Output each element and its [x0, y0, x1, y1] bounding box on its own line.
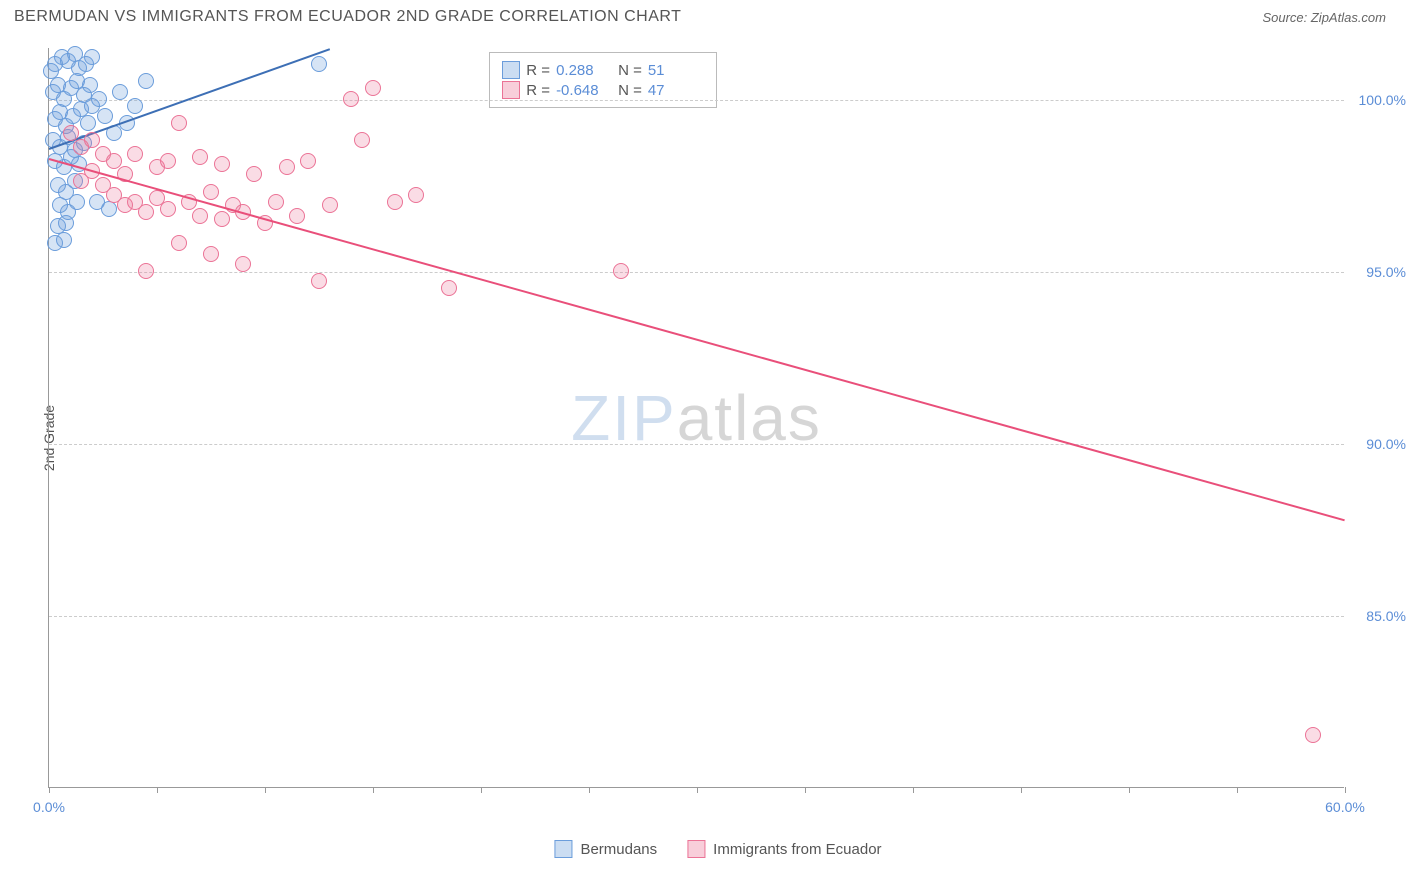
data-point	[387, 194, 403, 210]
data-point	[300, 153, 316, 169]
legend-label: Immigrants from Ecuador	[713, 841, 881, 858]
data-point	[73, 173, 89, 189]
legend-n-label: N =	[618, 62, 642, 79]
data-point	[203, 246, 219, 262]
y-tick-label: 90.0%	[1366, 436, 1406, 452]
legend-swatch	[687, 840, 705, 858]
source-attribution: Source: ZipAtlas.com	[1262, 10, 1386, 25]
x-tick	[589, 787, 590, 793]
data-point	[289, 208, 305, 224]
legend-item: Bermudans	[554, 840, 657, 858]
data-point	[160, 201, 176, 217]
gridline	[49, 272, 1344, 273]
data-point	[365, 80, 381, 96]
legend-item: Immigrants from Ecuador	[687, 840, 881, 858]
x-tick	[49, 787, 50, 793]
x-tick-label: 60.0%	[1325, 799, 1365, 815]
data-point	[97, 108, 113, 124]
legend-swatch	[554, 840, 572, 858]
data-point	[127, 146, 143, 162]
data-point	[69, 194, 85, 210]
data-point	[322, 197, 338, 213]
data-point	[84, 132, 100, 148]
legend-n-value: 51	[648, 62, 704, 79]
data-point	[160, 153, 176, 169]
x-tick	[697, 787, 698, 793]
data-point	[84, 49, 100, 65]
data-point	[80, 115, 96, 131]
data-point	[171, 115, 187, 131]
data-point	[203, 184, 219, 200]
data-point	[58, 215, 74, 231]
legend-label: Bermudans	[580, 841, 657, 858]
x-tick	[1345, 787, 1346, 793]
legend-r-value: -0.648	[556, 82, 612, 99]
data-point	[95, 177, 111, 193]
series-legend: Bermudans Immigrants from Ecuador	[554, 840, 881, 858]
data-point	[91, 91, 107, 107]
data-point	[214, 156, 230, 172]
trend-line	[49, 158, 1346, 521]
x-tick-label: 0.0%	[33, 799, 65, 815]
data-point	[311, 273, 327, 289]
data-point	[354, 132, 370, 148]
data-point	[63, 125, 79, 141]
x-tick	[481, 787, 482, 793]
data-point	[343, 91, 359, 107]
x-tick	[1021, 787, 1022, 793]
data-point	[311, 56, 327, 72]
scatter-plot: ZIPatlas R =0.288N =51R =-0.648N =47 85.…	[48, 48, 1344, 788]
legend-n-value: 47	[648, 82, 704, 99]
x-tick	[1237, 787, 1238, 793]
y-tick-label: 85.0%	[1366, 608, 1406, 624]
data-point	[613, 263, 629, 279]
data-point	[138, 263, 154, 279]
gridline	[49, 444, 1344, 445]
data-point	[246, 166, 262, 182]
data-point	[112, 84, 128, 100]
data-point	[441, 280, 457, 296]
legend-row: R = 0.288 N = 51	[502, 61, 704, 79]
legend-row: R = -0.648 N = 47	[502, 81, 704, 99]
data-point	[106, 153, 122, 169]
legend-swatch	[502, 81, 520, 99]
gridline	[49, 616, 1344, 617]
data-point	[408, 187, 424, 203]
data-point	[192, 208, 208, 224]
data-point	[56, 232, 72, 248]
data-point	[214, 211, 230, 227]
x-tick	[1129, 787, 1130, 793]
x-tick	[913, 787, 914, 793]
legend-r-label: R =	[526, 62, 550, 79]
data-point	[138, 73, 154, 89]
data-point	[235, 256, 251, 272]
data-point	[268, 194, 284, 210]
legend-n-label: N =	[618, 82, 642, 99]
legend-swatch	[502, 61, 520, 79]
x-tick	[265, 787, 266, 793]
x-tick	[805, 787, 806, 793]
gridline	[49, 100, 1344, 101]
chart-title: BERMUDAN VS IMMIGRANTS FROM ECUADOR 2ND …	[14, 8, 681, 26]
y-tick-label: 95.0%	[1366, 264, 1406, 280]
legend-r-value: 0.288	[556, 62, 612, 79]
data-point	[171, 235, 187, 251]
data-point	[192, 149, 208, 165]
x-tick	[157, 787, 158, 793]
data-point	[1305, 727, 1321, 743]
x-tick	[373, 787, 374, 793]
data-point	[101, 201, 117, 217]
data-point	[279, 159, 295, 175]
legend-r-label: R =	[526, 82, 550, 99]
y-tick-label: 100.0%	[1359, 92, 1406, 108]
data-point	[127, 98, 143, 114]
data-point	[138, 204, 154, 220]
